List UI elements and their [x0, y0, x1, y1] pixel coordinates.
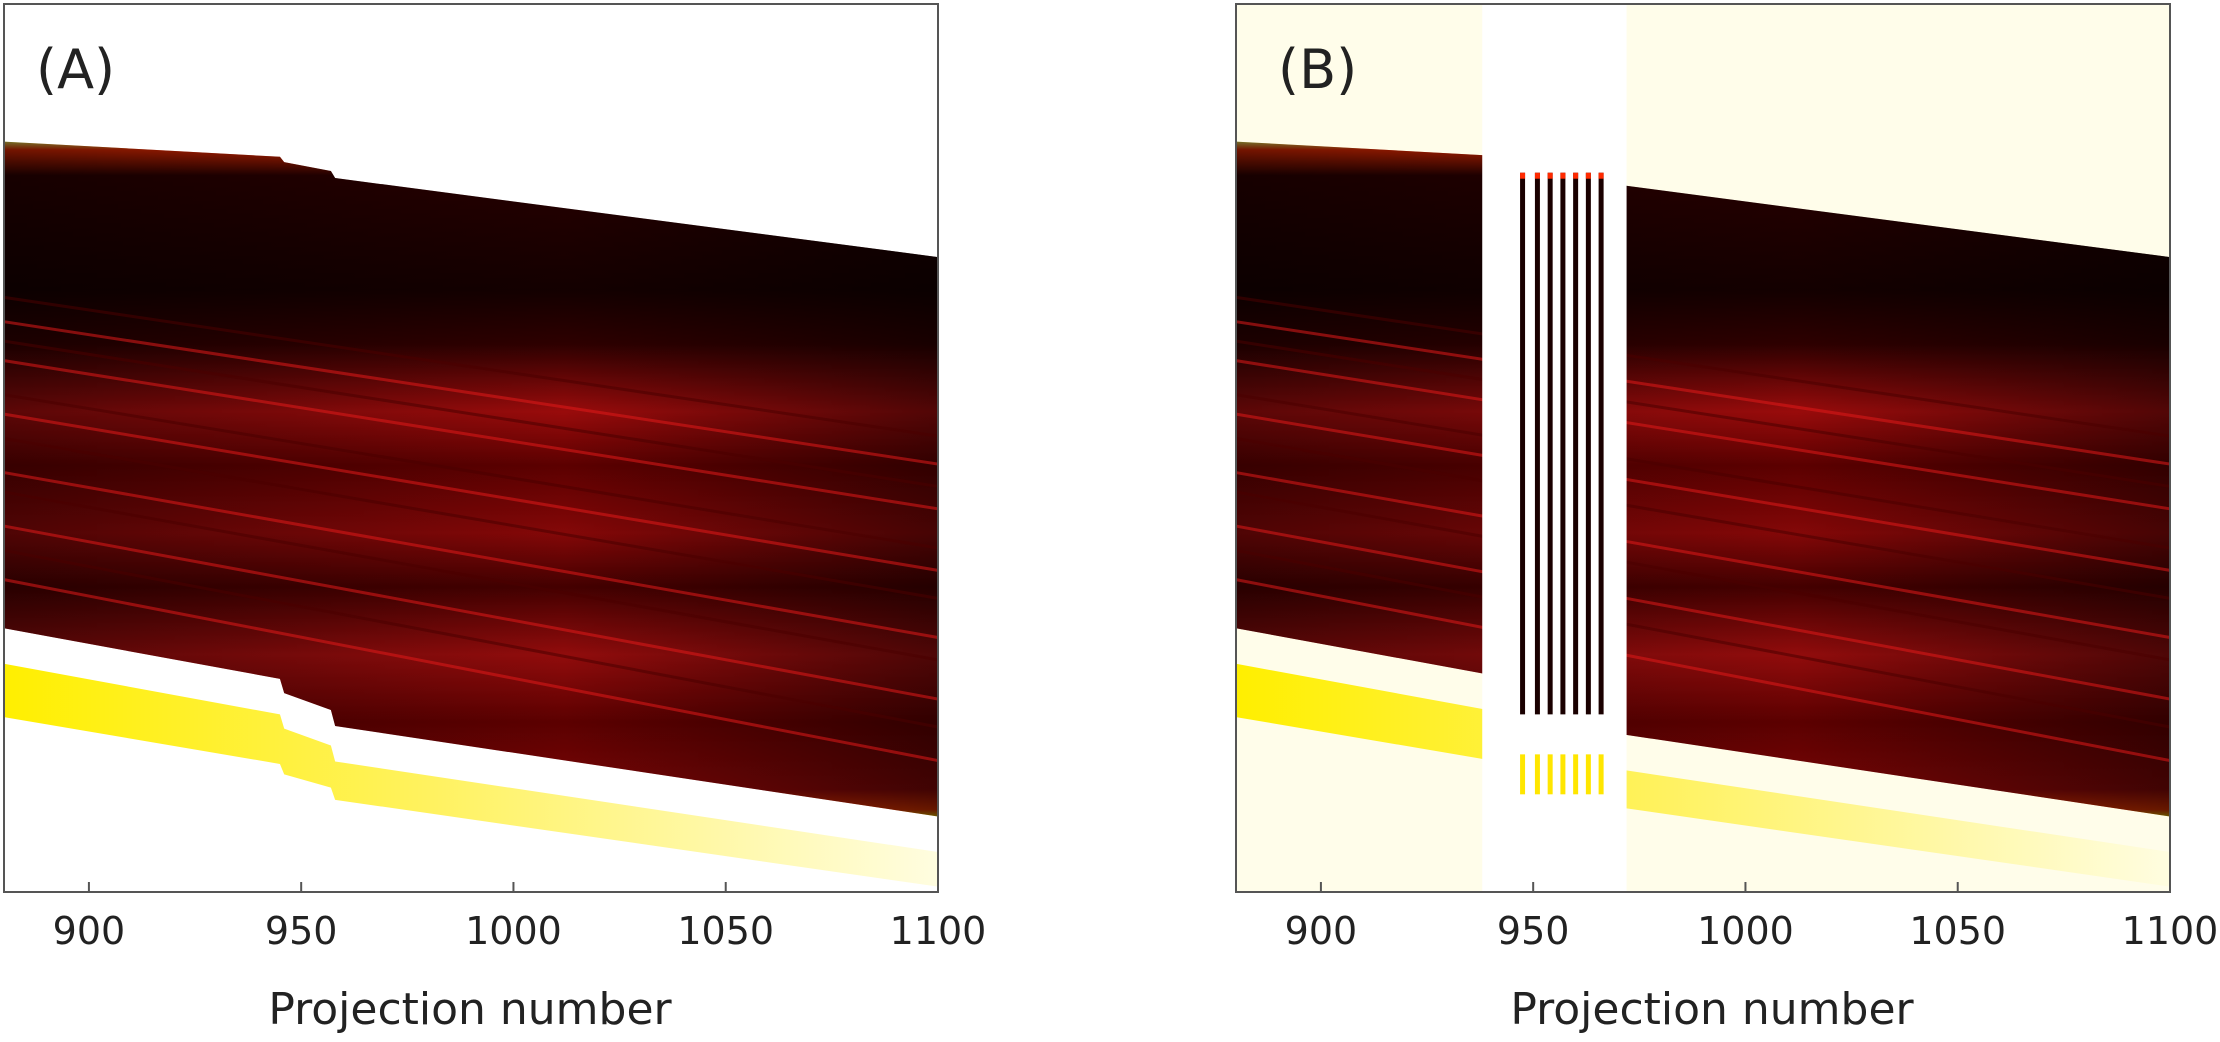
plot-area: [1235, 3, 2171, 893]
band-streak: [3, 490, 939, 662]
signal-band-shade: [1236, 141, 2170, 817]
band-streak: [1235, 524, 2171, 701]
band-streak: [1235, 359, 2171, 511]
band-streak: [1235, 471, 2171, 639]
x-tick-label: 1100: [890, 909, 987, 953]
yellow-band: [4, 663, 938, 887]
band-streak: [3, 437, 939, 600]
band-streak: [3, 359, 939, 511]
band-streak: [3, 393, 939, 550]
band-streak: [3, 548, 939, 729]
band-streak: [3, 339, 939, 488]
yellow-band: [1236, 663, 2170, 887]
chart-b: (B) 900 950 1000 1050 1100 Projection number: [1235, 3, 2219, 1035]
band-streak: [1235, 437, 2171, 600]
x-tick-label: 1000: [465, 909, 562, 953]
x-tick-label: 950: [1497, 909, 1570, 953]
panel-b: (B) 900 950 1000 1050 1100 Projection number: [1110, 0, 2220, 1038]
x-tick-label: 1050: [677, 909, 774, 953]
signal-band-shade: [4, 141, 938, 817]
x-axis: 900 950 1000 1050 1100: [1285, 882, 2219, 953]
panel-label: (B): [1278, 38, 1357, 101]
x-axis-label: Projection number: [1510, 984, 1914, 1035]
x-tick-label: 900: [1285, 909, 1358, 953]
plot-frame: [1235, 3, 2171, 893]
plot-frame: [3, 3, 939, 893]
missing-projection-gap: [1482, 4, 1627, 892]
x-axis: 900 950 1000 1050 1100: [53, 882, 987, 953]
band-streak: [3, 412, 939, 572]
band-streak: [3, 524, 939, 701]
band-streak: [1235, 320, 2171, 466]
band-streak: [3, 320, 939, 466]
x-axis-label: Projection number: [268, 984, 672, 1035]
band-streak: [3, 295, 939, 438]
x-tick-label: 1100: [2122, 909, 2219, 953]
chart-a: (A) 900 950 1000 1050 1100 Projection number: [3, 3, 987, 1035]
band-streak: [1235, 393, 2171, 550]
plot-area: [3, 3, 939, 893]
band-streak: [3, 471, 939, 639]
x-tick-label: 950: [265, 909, 338, 953]
band-streak: [1235, 578, 2171, 763]
band-streak: [1235, 339, 2171, 488]
x-tick-label: 1050: [1909, 909, 2006, 953]
panel-a: (A) 900 950 1000 1050 1100 Projection number: [0, 0, 1110, 1038]
band-streak: [1235, 412, 2171, 572]
band-streak: [3, 578, 939, 763]
band-streak: [1235, 295, 2171, 438]
x-tick-label: 1000: [1697, 909, 1794, 953]
x-tick-label: 900: [53, 909, 126, 953]
panel-label: (A): [36, 38, 115, 101]
band-streak: [1235, 548, 2171, 729]
band-streak: [1235, 490, 2171, 662]
